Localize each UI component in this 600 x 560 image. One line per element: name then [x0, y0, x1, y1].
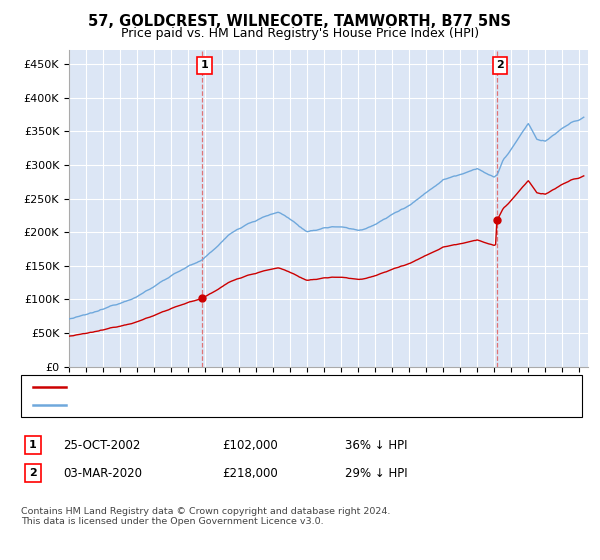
Text: 57, GOLDCREST, WILNECOTE, TAMWORTH, B77 5NS: 57, GOLDCREST, WILNECOTE, TAMWORTH, B77 …: [89, 14, 511, 29]
Text: Contains HM Land Registry data © Crown copyright and database right 2024.
This d: Contains HM Land Registry data © Crown c…: [21, 507, 391, 526]
Text: 2: 2: [29, 468, 37, 478]
Text: Price paid vs. HM Land Registry's House Price Index (HPI): Price paid vs. HM Land Registry's House …: [121, 27, 479, 40]
Text: 57, GOLDCREST, WILNECOTE, TAMWORTH, B77 5NS (detached house): 57, GOLDCREST, WILNECOTE, TAMWORTH, B77 …: [75, 382, 459, 392]
Text: £102,000: £102,000: [222, 438, 278, 452]
Text: 03-MAR-2020: 03-MAR-2020: [63, 466, 142, 480]
Text: 25-OCT-2002: 25-OCT-2002: [63, 438, 140, 452]
Text: 1: 1: [29, 440, 37, 450]
Text: 1: 1: [201, 60, 208, 70]
Text: 36% ↓ HPI: 36% ↓ HPI: [345, 438, 407, 452]
Text: £218,000: £218,000: [222, 466, 278, 480]
Text: 2: 2: [496, 60, 504, 70]
Text: HPI: Average price, detached house, Tamworth: HPI: Average price, detached house, Tamw…: [75, 400, 331, 410]
Text: 29% ↓ HPI: 29% ↓ HPI: [345, 466, 407, 480]
